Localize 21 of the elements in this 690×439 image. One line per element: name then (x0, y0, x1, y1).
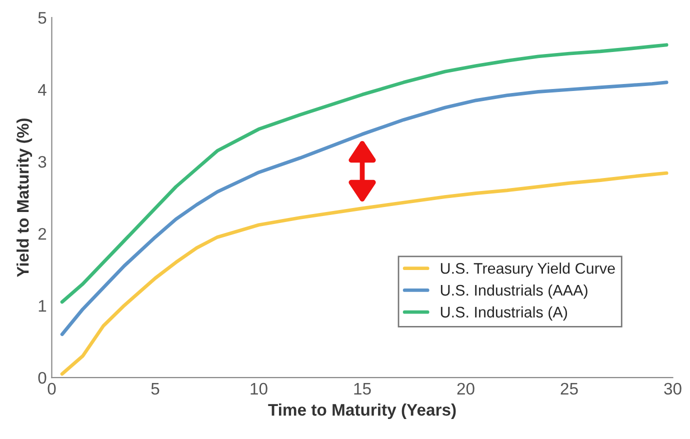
y-tick-label: 1 (38, 300, 46, 312)
x-tick-label: 5 (151, 383, 160, 395)
x-tick-label: 20 (457, 382, 474, 395)
y-tick-label: 3 (38, 156, 46, 168)
y-tick-label: 0 (38, 372, 46, 384)
legend-label: U.S. Industrials (AAA) (440, 284, 588, 299)
line-series (60, 171, 668, 376)
line-series (60, 80, 668, 336)
x-tick-label: 15 (354, 383, 371, 395)
x-tick-label: 0 (48, 382, 56, 395)
legend-label: U.S. Industrials (A) (440, 306, 568, 321)
x-tick-label: 25 (560, 382, 578, 395)
y-tick-label: 4 (38, 84, 46, 96)
y-tick-label: 5 (38, 12, 46, 24)
x-tick-label: 30 (664, 382, 682, 395)
y-axis-title: Yield to Maturity (%) (16, 118, 32, 278)
line-series (60, 43, 668, 304)
x-tick-label: 10 (250, 382, 268, 395)
y-tick-label: 2 (38, 228, 46, 240)
x-axis-title: Time to Maturity (Years) (268, 403, 456, 420)
legend-label: U.S. Treasury Yield Curve (440, 262, 615, 277)
